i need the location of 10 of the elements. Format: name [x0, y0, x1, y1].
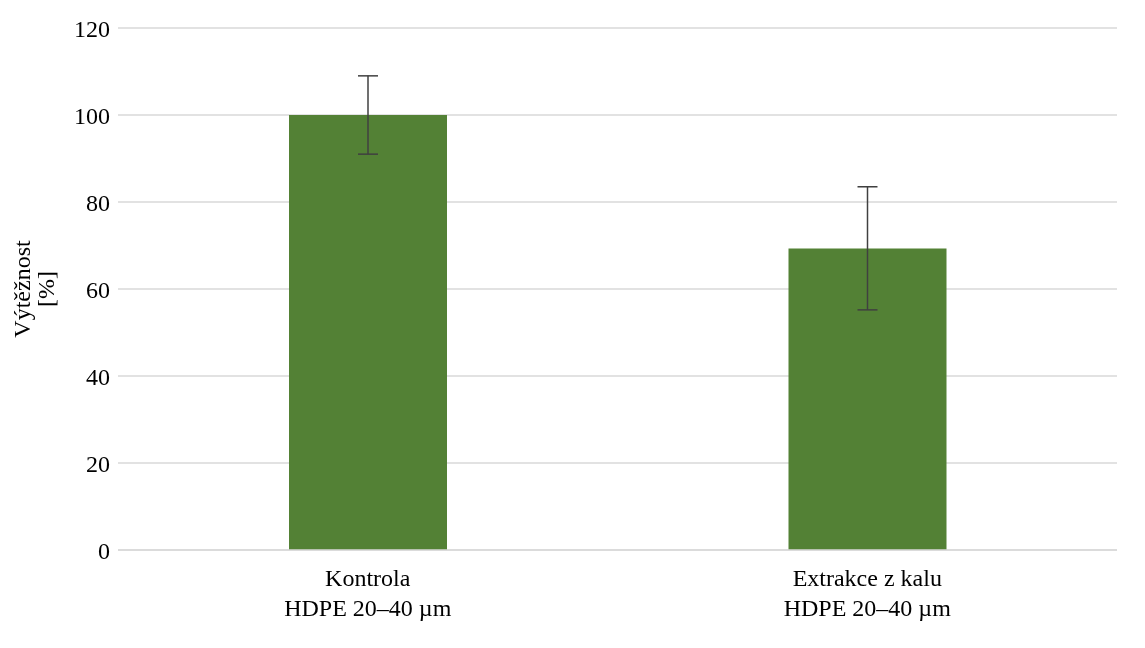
x-tick-label: Kontrola HDPE 20–40 µm [284, 565, 452, 621]
y-axis-title: Výtěžnost [%] [9, 240, 59, 338]
x-tick-label: Extrakce z kalu HDPE 20–40 µm [783, 565, 952, 621]
y-tick-label: 40 [86, 363, 110, 390]
y-tick-label: 120 [74, 15, 110, 42]
y-tick-label: 80 [86, 189, 110, 216]
y-tick-label: 20 [86, 450, 110, 477]
y-tick-label: 0 [98, 537, 110, 564]
y-tick-label: 100 [74, 102, 110, 129]
y-tick-label: 60 [86, 276, 110, 303]
